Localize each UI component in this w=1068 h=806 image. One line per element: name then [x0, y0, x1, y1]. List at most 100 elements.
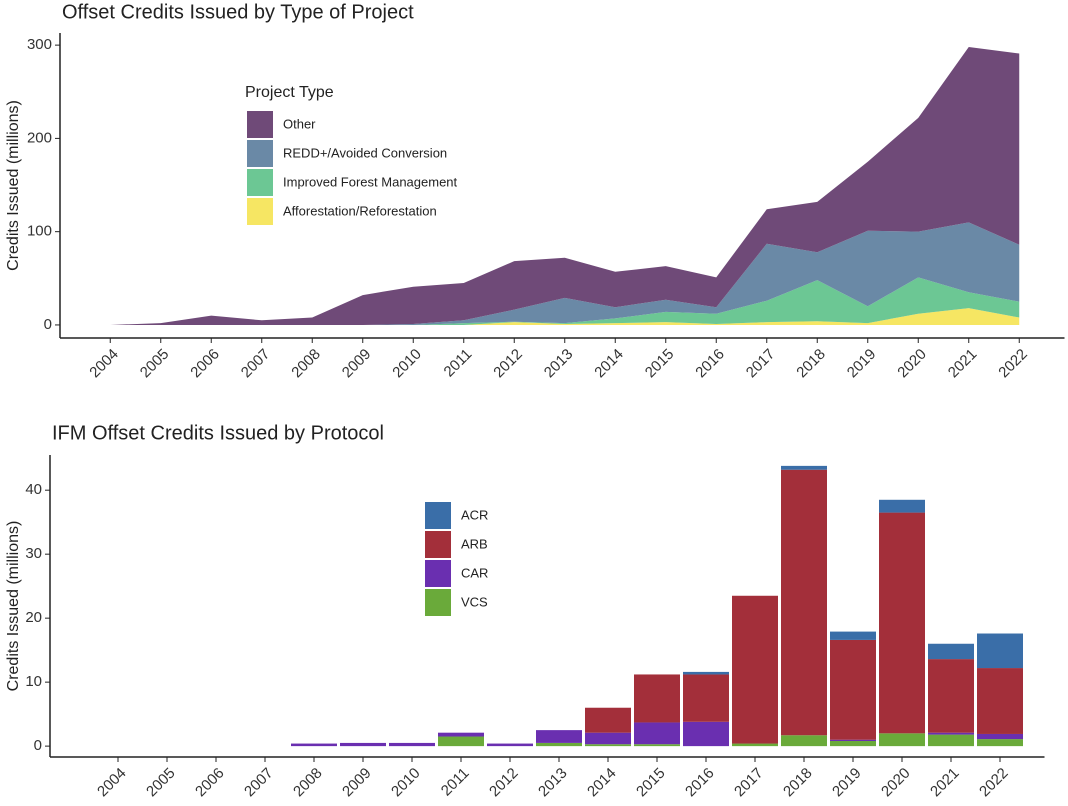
- x-tick-label: 2006: [187, 346, 223, 382]
- x-tick-label: 2018: [793, 346, 829, 382]
- y-tick-label: 30: [25, 545, 42, 562]
- legend-label: Improved Forest Management: [283, 174, 458, 189]
- bar: [585, 732, 631, 745]
- bar: [487, 743, 533, 747]
- bar: [683, 721, 729, 747]
- y-tick-label: 0: [44, 316, 52, 333]
- x-tick-label: 2013: [541, 346, 577, 382]
- bar: [340, 742, 386, 747]
- chart-title: IFM Offset Credits Issued by Protocol: [52, 422, 384, 444]
- bar: [928, 643, 974, 660]
- bar: [928, 659, 974, 733]
- x-tick-label: 2009: [339, 765, 375, 801]
- bar: [879, 499, 925, 513]
- x-tick-label: 2013: [535, 765, 571, 801]
- bar: [585, 744, 631, 747]
- x-tick-label: 2014: [591, 346, 627, 382]
- bar: [977, 668, 1023, 734]
- x-tick-label: 2020: [894, 346, 930, 382]
- y-tick-label: 20: [25, 609, 42, 626]
- x-tick-label: 2020: [878, 765, 914, 801]
- bar: [732, 595, 778, 744]
- area: [110, 46, 1020, 325]
- bar: [536, 730, 582, 743]
- x-tick-label: 2012: [486, 765, 522, 801]
- bar: [683, 671, 729, 675]
- legend-swatch: [247, 169, 273, 196]
- x-tick-label: 2007: [238, 346, 274, 382]
- y-tick-label: 200: [27, 129, 52, 146]
- bar: [879, 512, 925, 734]
- area: [110, 277, 1020, 325]
- legend-label: VCS: [461, 594, 488, 609]
- bar: [781, 469, 827, 736]
- legend-swatch: [425, 560, 451, 587]
- legend-swatch: [247, 198, 273, 225]
- bar: [977, 733, 1023, 740]
- x-tick-label: 2010: [388, 765, 424, 801]
- x-tick-label: 2021: [927, 765, 963, 801]
- bar: [683, 674, 729, 722]
- area: [110, 308, 1020, 325]
- bar: [291, 743, 337, 747]
- x-tick-label: 2016: [692, 346, 728, 382]
- bar: [732, 743, 778, 747]
- y-axis-label: Credits Issued (millions): [5, 521, 22, 692]
- bar: [585, 707, 631, 733]
- bar: [830, 741, 876, 747]
- legend-label: ARB: [461, 536, 488, 551]
- bar: [634, 744, 680, 747]
- legend-label: Other: [283, 116, 316, 131]
- legend-swatch: [247, 111, 273, 138]
- x-tick-label: 2006: [192, 765, 228, 801]
- legend-label: Afforestation/Reforestation: [283, 203, 437, 218]
- x-tick-label: 2009: [339, 346, 375, 382]
- x-tick-label: 2018: [780, 765, 816, 801]
- y-tick-label: 40: [25, 481, 42, 498]
- bar: [977, 739, 1023, 747]
- x-tick-label: 2011: [441, 346, 476, 381]
- y-tick-label: 10: [25, 673, 42, 690]
- y-tick-label: 300: [27, 36, 52, 53]
- x-tick-label: 2019: [844, 346, 880, 382]
- x-tick-label: 2022: [976, 765, 1012, 801]
- legend-swatch: [425, 531, 451, 558]
- bar: [879, 733, 925, 747]
- x-tick-label: 2005: [137, 346, 173, 382]
- x-tick-label: 2017: [731, 765, 767, 801]
- chart-title: Offset Credits Issued by Type of Project: [62, 1, 414, 23]
- legend-label: CAR: [461, 565, 488, 580]
- bar: [830, 739, 876, 742]
- bar: [438, 732, 484, 737]
- x-tick-label: 2004: [94, 765, 130, 801]
- bar: [536, 742, 582, 747]
- x-tick-label: 2008: [288, 346, 324, 382]
- legend-label: REDD+/Avoided Conversion: [283, 145, 447, 160]
- x-tick-label: 2005: [143, 765, 179, 801]
- legend-swatch: [425, 589, 451, 616]
- y-tick-label: 100: [27, 223, 52, 240]
- y-axis-label: Credits Issued (millions): [5, 100, 22, 271]
- legend-title: Project Type: [245, 84, 334, 101]
- bar: [830, 639, 876, 740]
- x-tick-label: 2016: [682, 765, 718, 801]
- x-tick-label: 2019: [829, 765, 865, 801]
- legend-swatch: [425, 502, 451, 529]
- bar: [389, 742, 435, 747]
- x-tick-label: 2015: [633, 765, 669, 801]
- bar: [781, 735, 827, 747]
- bar: [634, 674, 680, 723]
- x-tick-label: 2014: [584, 765, 620, 801]
- bar: [928, 732, 974, 735]
- y-tick-label: 0: [34, 737, 42, 754]
- x-tick-label: 2010: [389, 346, 425, 382]
- x-tick-label: 2015: [642, 346, 678, 382]
- x-tick-label: 2007: [241, 765, 277, 801]
- x-tick-label: 2017: [743, 346, 779, 382]
- bar: [977, 633, 1023, 669]
- bar: [438, 736, 484, 747]
- x-tick-label: 2021: [945, 346, 981, 382]
- x-tick-label: 2008: [290, 765, 326, 801]
- bar: [781, 465, 827, 470]
